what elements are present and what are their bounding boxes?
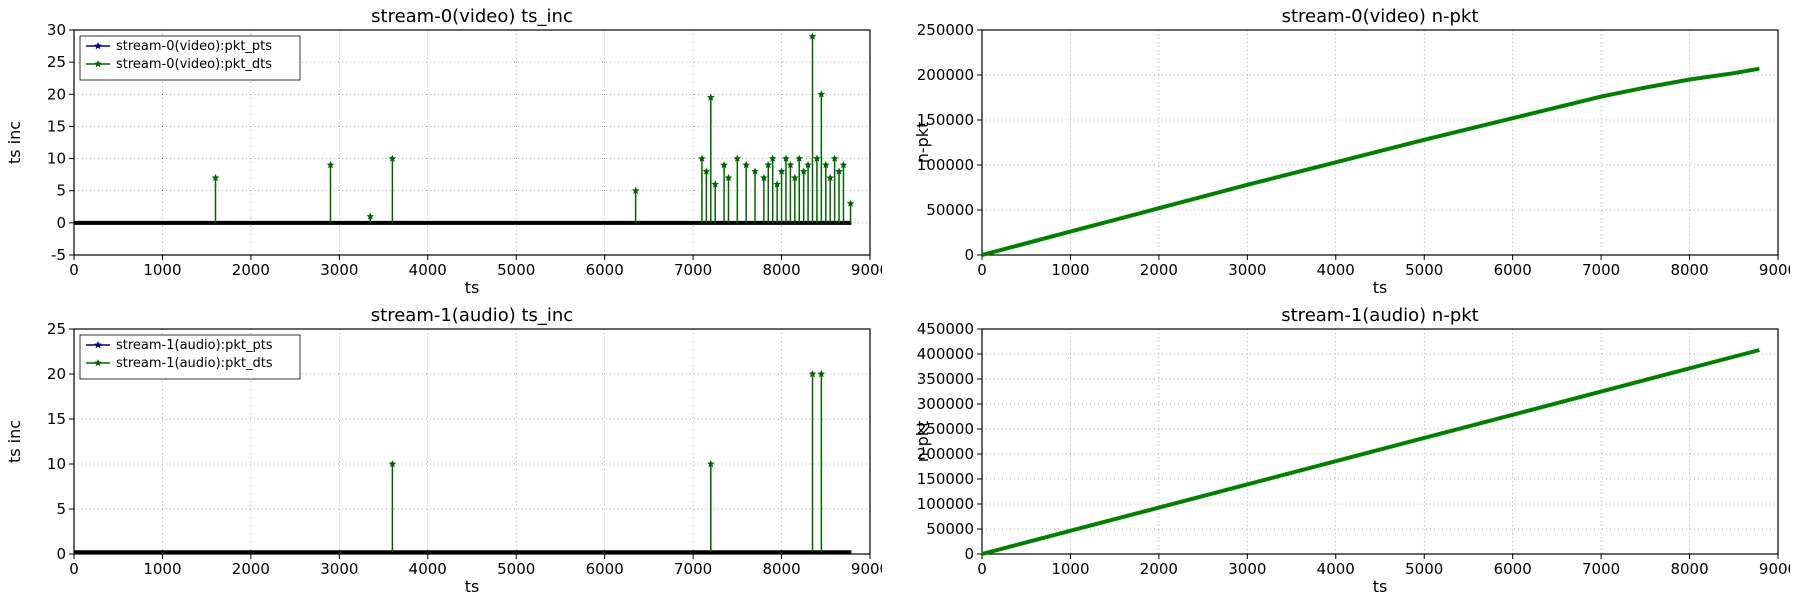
xtick-label: 0: [977, 560, 987, 578]
xtick-label: 5000: [497, 261, 535, 279]
ytick-label: 10: [47, 150, 66, 168]
xtick-label: 9000: [851, 261, 882, 279]
xtick-label: 8000: [1670, 560, 1708, 578]
xtick-label: 2000: [1140, 261, 1178, 279]
ylabel: n-pkt: [913, 122, 932, 164]
xtick-label: 1000: [1051, 261, 1089, 279]
ytick-label: 250000: [917, 21, 974, 39]
xtick-label: 6000: [586, 560, 624, 578]
xtick-label: 4000: [409, 261, 447, 279]
legend-label: stream-0(video):pkt_pts: [116, 39, 272, 54]
xtick-label: 0: [69, 261, 79, 279]
xtick-label: 5000: [497, 560, 535, 578]
panel-title: stream-1(audio) n-pkt: [1281, 305, 1478, 326]
ytick-label: 300000: [917, 395, 974, 413]
xtick-label: 7000: [1582, 261, 1620, 279]
xtick-label: 1000: [143, 261, 181, 279]
ytick-label: 5: [56, 500, 66, 518]
xlabel: ts: [465, 278, 480, 297]
ytick-label: 25: [47, 320, 66, 338]
legend-label: stream-1(audio):pkt_pts: [116, 338, 273, 353]
ytick-label: 15: [47, 410, 66, 428]
xtick-label: 8000: [1670, 261, 1708, 279]
xtick-label: 7000: [674, 560, 712, 578]
panel-audio-ts-inc: 0 1000 2000 3000 4000 5000 6000 7000 8000 9000 0 5 1…: [4, 303, 882, 596]
ytick-label: 10: [47, 455, 66, 473]
ytick-label: 20: [47, 85, 66, 103]
xtick-label: 8000: [762, 560, 800, 578]
xlabel: ts: [465, 577, 480, 596]
ytick-label: 50000: [926, 520, 974, 538]
ytick-label: 25: [47, 53, 66, 71]
xlabel: ts: [1373, 278, 1388, 297]
ytick-label: 30: [47, 21, 66, 39]
xtick-label: 6000: [1494, 560, 1532, 578]
ytick-label: 0: [964, 545, 974, 563]
panel-audio-npkt: 0 1000 2000 3000 4000 5000 6000 7000 8000 9000 0 50…: [912, 303, 1790, 596]
xtick-label: 6000: [586, 261, 624, 279]
xtick-label: 2000: [232, 261, 270, 279]
ytick-label: 0: [964, 246, 974, 264]
ylabel: ts inc: [5, 121, 24, 164]
panel-title: stream-0(video) ts_inc: [371, 6, 573, 27]
xtick-label: 0: [977, 261, 987, 279]
xtick-label: 9000: [1759, 560, 1790, 578]
panel-video-ts-inc: 0100020003000400050006000700080009000-50…: [4, 4, 882, 297]
xtick-label: 9000: [1759, 261, 1790, 279]
xtick-label: 2000: [1140, 560, 1178, 578]
ylabel: ts inc: [5, 420, 24, 463]
ytick-label: 20: [47, 365, 66, 383]
legend-label: stream-1(audio):pkt_dts: [116, 356, 273, 371]
xlabel: ts: [1373, 577, 1388, 596]
xtick-label: 4000: [409, 560, 447, 578]
xtick-label: 3000: [1228, 560, 1266, 578]
xtick-label: 2000: [232, 560, 270, 578]
xtick-label: 9000: [851, 560, 882, 578]
xtick-label: 3000: [320, 261, 358, 279]
ytick-label: 15: [47, 117, 66, 135]
ytick-label: 150000: [917, 470, 974, 488]
ytick-label: 5: [56, 182, 66, 200]
ytick-label: 400000: [917, 345, 974, 363]
legend-label: stream-0(video):pkt_dts: [116, 57, 272, 72]
series-line: [982, 350, 1759, 554]
ytick-label: 0: [56, 214, 66, 232]
ytick-label: 350000: [917, 370, 974, 388]
xtick-label: 3000: [1228, 261, 1266, 279]
xtick-label: 5000: [1405, 261, 1443, 279]
ytick-label: 450000: [917, 320, 974, 338]
figure-grid: 0100020003000400050006000700080009000-50…: [0, 0, 1800, 600]
xtick-label: 1000: [1051, 560, 1089, 578]
ytick-label: 200000: [917, 66, 974, 84]
xtick-label: 7000: [674, 261, 712, 279]
xtick-label: 7000: [1582, 560, 1620, 578]
ylabel: n-pkt: [913, 421, 932, 463]
panel-video-npkt: 0 1000 2000 3000 4000 5000 6000 7000 8000 9000 0 50…: [912, 4, 1790, 297]
ytick-label: 0: [56, 545, 66, 563]
xtick-label: 0: [69, 560, 79, 578]
xtick-label: 1000: [143, 560, 181, 578]
xtick-label: 8000: [762, 261, 800, 279]
xtick-label: 3000: [320, 560, 358, 578]
xtick-label: 4000: [1317, 261, 1355, 279]
ytick-label: 100000: [917, 495, 974, 513]
ytick-label: 50000: [926, 201, 974, 219]
panel-title: stream-1(audio) ts_inc: [371, 305, 573, 326]
xtick-label: 4000: [1317, 560, 1355, 578]
series-line: [982, 69, 1759, 255]
xtick-label: 5000: [1405, 560, 1443, 578]
panel-title: stream-0(video) n-pkt: [1282, 6, 1479, 27]
xtick-label: 6000: [1494, 261, 1532, 279]
ytick-label: -5: [51, 246, 66, 264]
